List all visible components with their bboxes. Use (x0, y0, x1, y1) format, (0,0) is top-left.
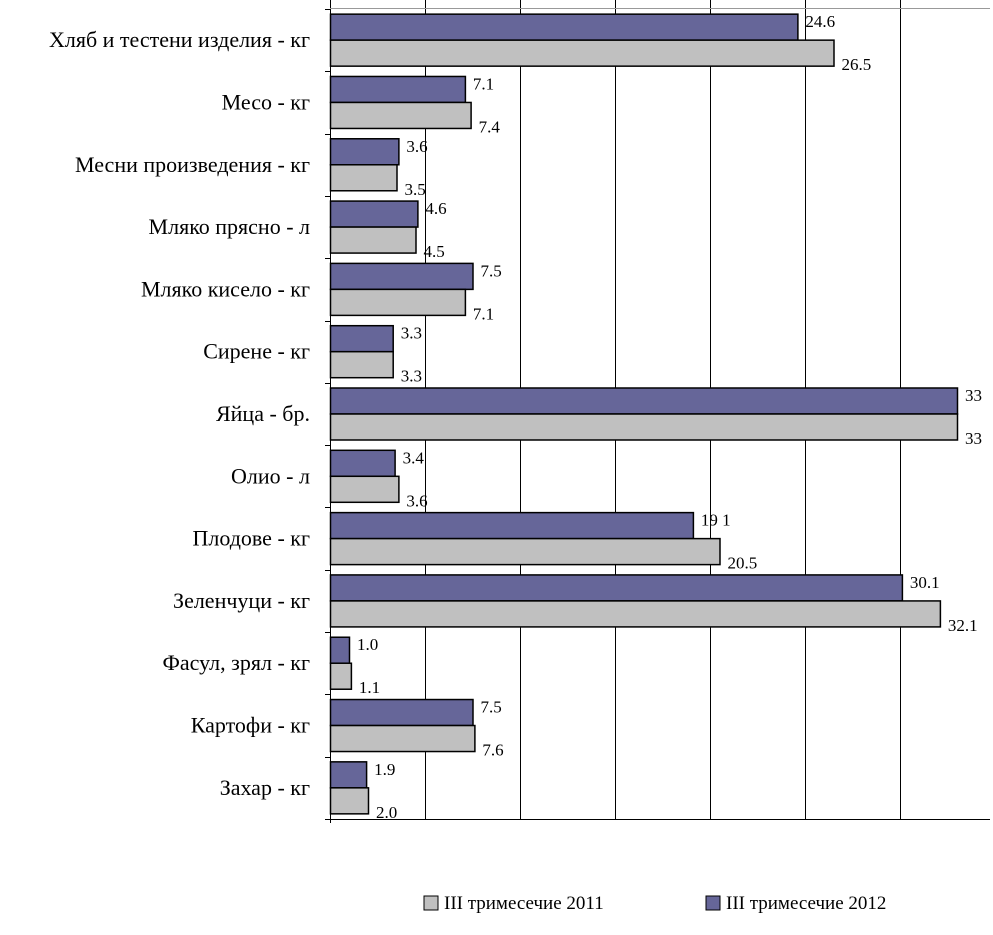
data-label: 1.1 (359, 678, 380, 697)
bar-2011-4 (329, 288, 467, 317)
category-label: Картофи - кг (191, 713, 310, 738)
bar-2012-0 (329, 13, 799, 41)
bar-2011-9 (329, 600, 942, 628)
bar-2012-3 (329, 200, 419, 228)
bar-2012-7 (329, 449, 396, 478)
category-label: Захар - кг (220, 775, 310, 800)
category-label: Месо - кг (222, 89, 310, 114)
data-label: 1.9 (374, 760, 395, 779)
category-label: Фасул, зрял - кг (163, 650, 310, 675)
bar-2012-1 (329, 75, 467, 104)
category-label: Олио - л (231, 463, 310, 488)
data-label: 7.6 (482, 741, 503, 760)
category-label: Хляб и тестени изделия - кг (49, 27, 310, 52)
data-label: 19 1 (701, 511, 731, 530)
bar-2012-5 (329, 324, 394, 353)
category-label: Сирене - кг (203, 339, 310, 364)
data-label: 3.3 (401, 367, 422, 386)
legend: III тримесечие 2011 III тримесечие 2012 (423, 893, 886, 914)
data-label: 20.5 (728, 554, 758, 573)
bar-2012-6 (329, 387, 959, 415)
category-label: Зеленчуци - кг (173, 588, 310, 613)
bar-2011-2 (329, 164, 398, 192)
data-label: 3.6 (406, 137, 427, 156)
bar-2012-2 (329, 138, 400, 166)
data-label: 26.5 (842, 55, 872, 74)
category-label: Месни произведения - кг (75, 152, 310, 177)
data-label: 24.6 (805, 12, 835, 31)
bar-2012-8 (329, 511, 695, 540)
bar-2012-10 (329, 636, 351, 664)
category-label: Плодове - кг (193, 526, 311, 551)
data-label: 3.6 (406, 491, 427, 510)
data-label: 33 (965, 429, 982, 448)
data-label: 1.0 (357, 635, 378, 654)
category-label: Яйца - бр. (216, 401, 310, 426)
data-label: 3.3 (401, 324, 422, 343)
bar-2012-9 (329, 574, 904, 602)
data-label: 7.5 (481, 261, 502, 280)
data-label: 7.5 (481, 698, 502, 717)
data-label: 3.5 (405, 180, 426, 199)
axes (325, 0, 990, 823)
bar-2011-7 (329, 475, 400, 504)
bar-2012-12 (329, 761, 368, 789)
bar-2012-4 (329, 262, 474, 291)
bar-2011-8 (329, 537, 721, 566)
legend-entry: III тримесечие 2012 (726, 893, 886, 914)
category-labels: Хляб и тестени изделия - кг Месо - кг Месн… (49, 27, 310, 800)
data-label: 30.1 (910, 573, 940, 592)
bar-2011-0 (329, 39, 835, 67)
bar-2011-3 (329, 226, 417, 254)
value-labels: 24.6 26.5 7.1 7.4 3.6 3.54.6 4.5 7.5 7.1 3.3 3.3 33… (357, 12, 982, 822)
bar-2011-6 (329, 413, 959, 441)
bar-2011-11 (329, 724, 476, 753)
data-label: 3.4 (403, 448, 425, 467)
legend-entry: III тримесечие 2011 (444, 893, 604, 914)
data-label: 7.4 (479, 117, 501, 136)
data-label: 2.0 (376, 803, 397, 822)
data-label: 4.6 (425, 199, 446, 218)
bars (329, 13, 959, 815)
bar-2012-11 (329, 698, 474, 727)
category-label: Мляко кисело - кг (141, 276, 310, 301)
bar-2011-10 (329, 662, 353, 690)
data-label: 7.1 (473, 304, 494, 323)
data-label: 7.1 (473, 74, 494, 93)
legend-swatch (423, 895, 439, 911)
bar-2011-5 (329, 350, 394, 379)
data-label: 4.5 (424, 242, 445, 261)
data-label: 32.1 (948, 616, 978, 635)
bar-2011-1 (329, 101, 472, 130)
bar-2011-12 (329, 787, 370, 815)
category-label: Мляко прясно - л (149, 214, 310, 239)
legend-swatch (705, 895, 721, 911)
data-label: 33 (965, 386, 982, 405)
